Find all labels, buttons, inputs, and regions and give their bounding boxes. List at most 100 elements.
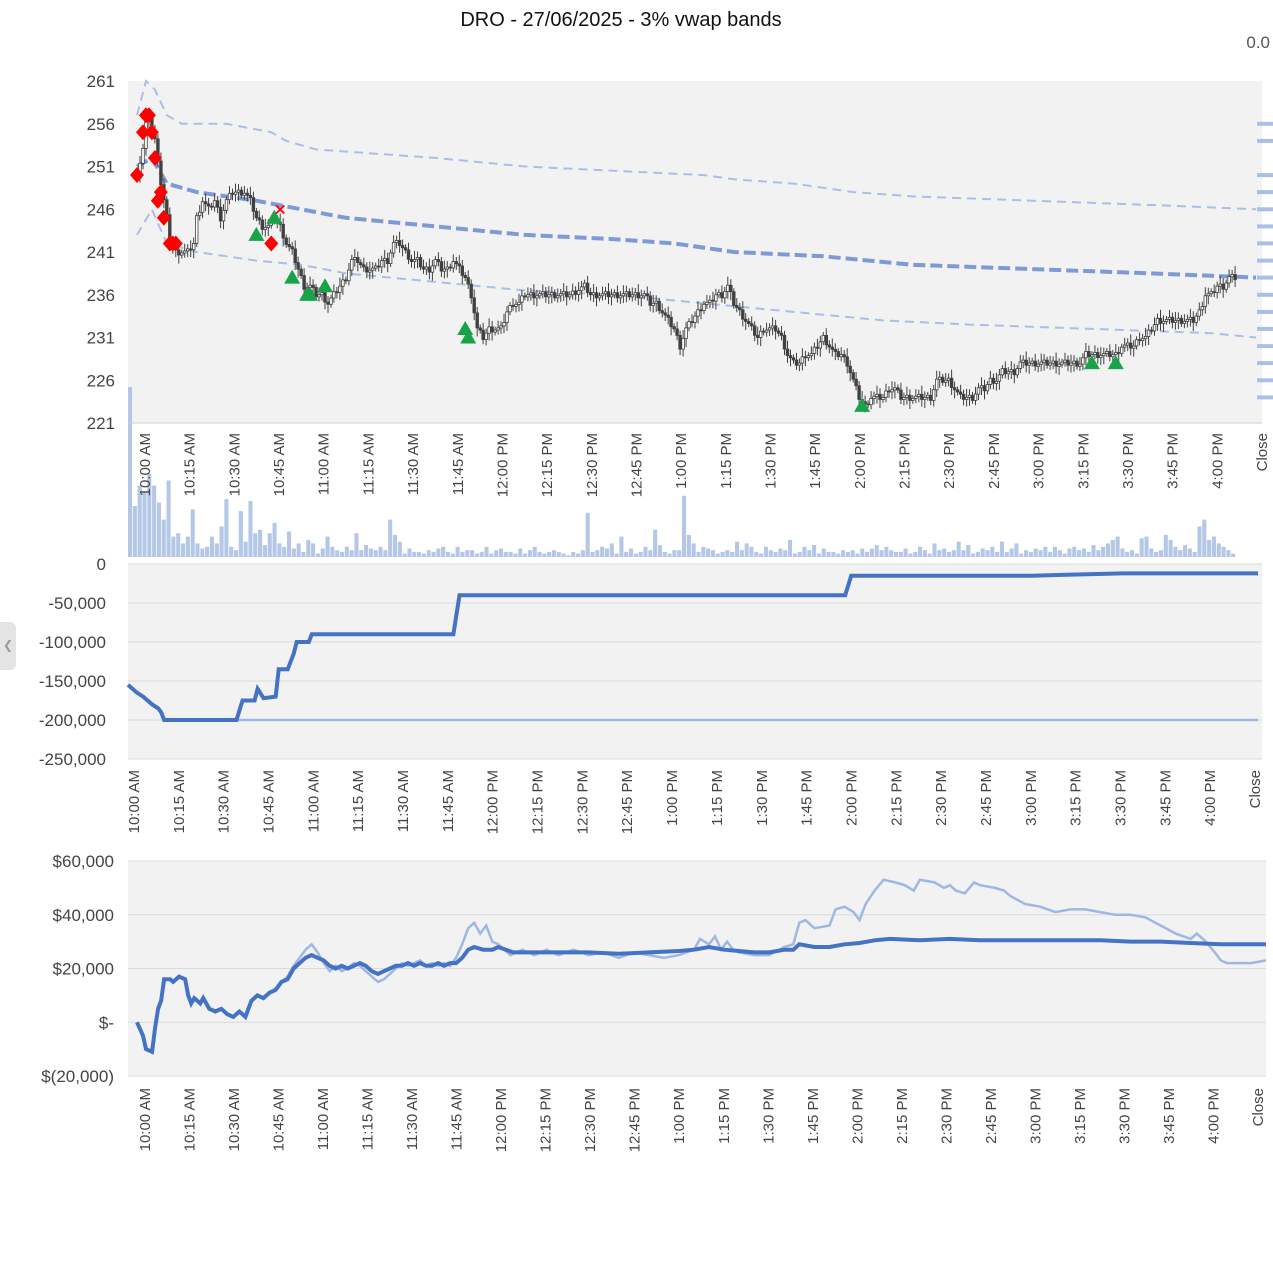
position-x-tick: 11:30 AM — [395, 770, 412, 832]
volume-bar — [1062, 553, 1067, 557]
candle-body — [624, 291, 629, 295]
candle-body — [177, 249, 181, 256]
buy-marker — [266, 209, 283, 224]
candle-body — [451, 261, 455, 269]
candle-body — [770, 325, 775, 329]
candle-body — [899, 389, 903, 400]
sell-marker — [153, 184, 168, 201]
candle-body — [1105, 351, 1109, 354]
position-panel: 0 -50,000 -100,000 -150,000 -200,000 -250,000… — [39, 555, 1264, 834]
volume-bar — [185, 536, 190, 557]
candle-body — [436, 259, 441, 263]
candle-body — [385, 258, 390, 264]
candle-body — [353, 257, 357, 260]
position-lines — [126, 571, 1258, 722]
candle-body — [1188, 316, 1193, 320]
candle-body — [764, 329, 769, 333]
candle-body — [1176, 317, 1181, 321]
candle-body — [830, 346, 834, 350]
candle-body — [1218, 283, 1222, 287]
candle-body — [609, 294, 614, 298]
price-y-tick: 221 — [87, 414, 115, 433]
price-x-tick: 2:15 PM — [897, 433, 914, 489]
sell-marker — [264, 235, 279, 252]
candle-body — [290, 246, 294, 250]
volume-bar — [407, 548, 412, 557]
volume-bar — [677, 550, 682, 557]
candle-body — [1069, 362, 1073, 366]
volume-bar — [590, 551, 595, 557]
candle-body — [887, 390, 891, 393]
candle-body — [409, 258, 414, 262]
volume-bar — [653, 529, 658, 557]
candle-body — [967, 394, 972, 398]
position-x-tick: 2:15 PM — [888, 770, 905, 826]
candle-body — [1057, 363, 1061, 367]
volume-bar — [426, 550, 431, 557]
pnl-x-axis: 10:00 AM 10:15 AM 10:30 AM 10:45 AM 11:00 AM… — [137, 1088, 1267, 1152]
position-x-tick: 1:15 PM — [709, 770, 726, 826]
candle-body — [759, 330, 763, 338]
volume-bars — [128, 387, 1236, 557]
candle-body — [773, 325, 778, 332]
price-x-tick: 1:00 PM — [673, 433, 690, 489]
candle-body — [406, 249, 411, 260]
candle-body — [418, 257, 423, 268]
candle-body — [376, 265, 381, 268]
volume-bar — [812, 545, 817, 557]
position-x-tick: 1:00 PM — [664, 770, 681, 826]
price-x-tick: 3:45 PM — [1165, 433, 1182, 489]
candle-body — [260, 219, 264, 230]
candle-body — [559, 293, 563, 297]
price-x-axis: 10:00 AM 10:15 AM 10:30 AM 10:45 AM 11:00 AM… — [137, 433, 1271, 497]
candle-body — [1012, 369, 1016, 376]
candle-body — [1123, 344, 1127, 348]
price-x-tick: 4:00 PM — [1209, 433, 1226, 489]
candle-body — [320, 292, 324, 296]
position-x-tick: 3:30 PM — [1113, 770, 1130, 826]
candle-body — [997, 374, 1002, 382]
pnl-panel: $60,000 $40,000 $20,000 $- $(20,000) 10:00 A… — [41, 852, 1267, 1152]
candle-body — [878, 393, 882, 400]
candle-body — [180, 252, 184, 256]
candle-body — [245, 192, 250, 196]
position-x-tick: 10:15 AM — [171, 770, 188, 833]
candle-body — [224, 199, 229, 211]
candle-body — [1227, 276, 1231, 284]
volume-bar — [1192, 551, 1197, 557]
volume-bar — [1149, 548, 1154, 557]
volume-bar — [1134, 553, 1139, 557]
candle-body — [926, 394, 930, 398]
pnl-x-tick: 11:15 AM — [360, 1088, 377, 1150]
price-y-tick: 256 — [87, 115, 115, 134]
candle-body — [917, 393, 921, 397]
candle-body — [502, 322, 506, 327]
volume-bar — [508, 551, 513, 557]
candle-body — [821, 334, 825, 343]
position-line-dark — [126, 571, 1258, 722]
volume-bar — [402, 553, 407, 557]
side-collapse-tab[interactable]: ❮ — [0, 622, 16, 670]
volume-bar — [768, 550, 773, 557]
volume-bar — [739, 550, 744, 557]
price-x-tick: 10:00 AM — [137, 433, 154, 496]
volume-bar — [956, 541, 961, 557]
volume-bar — [465, 550, 470, 557]
candle-body — [735, 304, 739, 308]
candle-body — [412, 259, 417, 262]
candle-body — [266, 224, 270, 228]
volume-bar — [1048, 551, 1053, 557]
volume-bar — [176, 533, 181, 557]
candle-body — [633, 292, 637, 296]
volume-bar — [171, 536, 176, 557]
candle-body — [717, 292, 721, 296]
candle-body — [842, 354, 846, 358]
volume-bar — [609, 543, 614, 557]
candle-body — [630, 294, 634, 298]
candle-body — [1161, 320, 1166, 324]
candle-body — [1146, 329, 1151, 337]
candle-body — [1039, 361, 1043, 365]
buy-marker — [316, 278, 333, 293]
volume-bar — [166, 480, 171, 557]
volume-bar — [783, 550, 788, 557]
